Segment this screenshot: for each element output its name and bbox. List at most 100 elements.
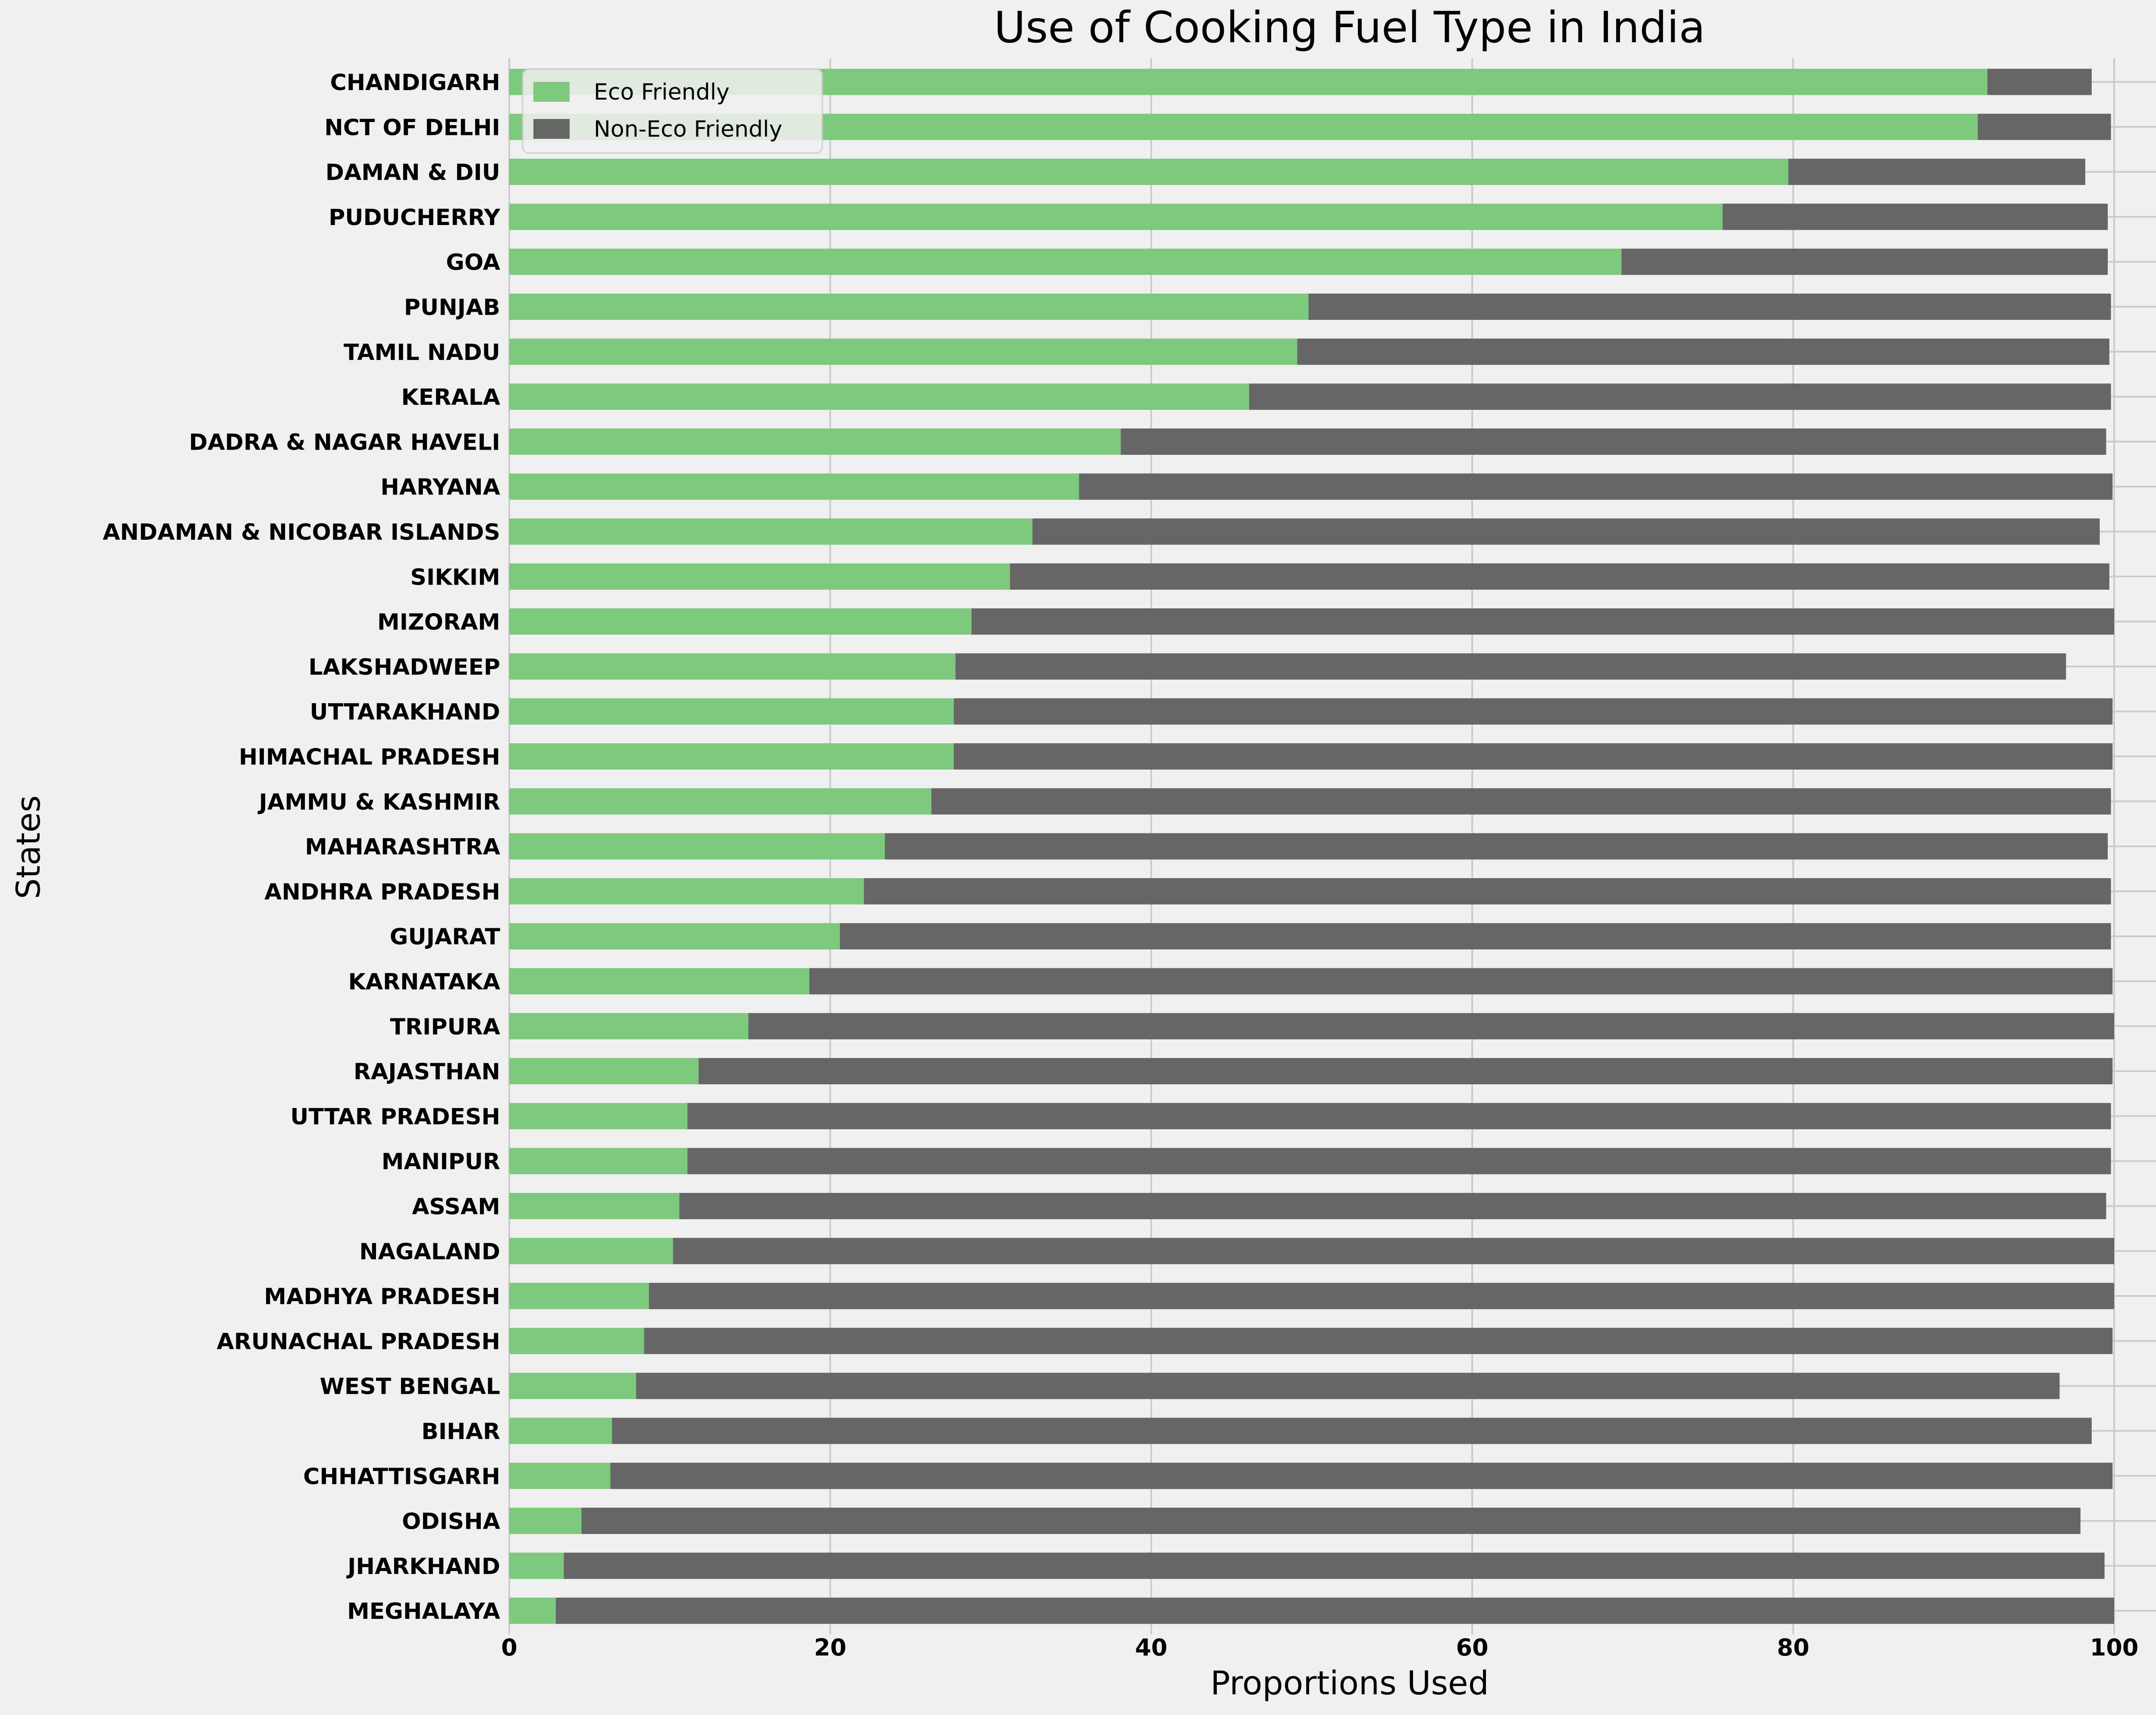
bar-eco-friendly	[509, 1193, 680, 1219]
bar-eco-friendly	[509, 1238, 673, 1264]
bar-eco-friendly	[509, 428, 1121, 455]
y-tick-label: ODISHA	[402, 1509, 500, 1535]
bar-eco-friendly	[509, 1597, 556, 1624]
bar-non-eco-friendly	[809, 968, 2113, 995]
chart-title: Use of Cooking Fuel Type in India	[994, 2, 1705, 53]
bar-non-eco-friendly	[612, 1418, 2092, 1444]
y-tick-label: PUNJAB	[404, 295, 500, 321]
bar-non-eco-friendly	[931, 788, 2111, 815]
y-tick-label: DAMAN & DIU	[326, 160, 500, 186]
bar-non-eco-friendly	[1010, 563, 2109, 590]
bar-non-eco-friendly	[699, 1058, 2113, 1085]
y-tick-label: TRIPURA	[390, 1014, 500, 1040]
bar-eco-friendly	[509, 1148, 688, 1174]
y-tick-label: GOA	[446, 250, 500, 275]
bar-non-eco-friendly	[1722, 203, 2108, 230]
y-tick-label: ANDHRA PRADESH	[264, 879, 500, 905]
bar-eco-friendly	[509, 1327, 644, 1354]
bar-eco-friendly	[509, 1013, 749, 1039]
bar-eco-friendly	[509, 698, 954, 725]
bar-eco-friendly	[509, 248, 1622, 275]
y-tick-label: PUDUCHERRY	[329, 205, 501, 231]
bar-non-eco-friendly	[636, 1373, 2060, 1399]
x-tick-label: 40	[1135, 1634, 1167, 1661]
bar-non-eco-friendly	[1249, 383, 2111, 410]
y-tick-label: ARUNACHAL PRADESH	[217, 1329, 501, 1355]
x-tick-label: 20	[814, 1634, 846, 1661]
y-tick-label: UTTARAKHAND	[310, 699, 500, 725]
x-tick-label: 0	[501, 1634, 517, 1661]
legend-swatch-eco-friendly	[533, 82, 570, 102]
bar-non-eco-friendly	[1621, 248, 2108, 275]
bar-non-eco-friendly	[1788, 159, 2086, 185]
bar-non-eco-friendly	[955, 653, 2066, 680]
bar-non-eco-friendly	[1987, 69, 2092, 95]
bar-eco-friendly	[509, 923, 840, 950]
bar-eco-friendly	[509, 563, 1010, 590]
bar-non-eco-friendly	[1079, 473, 2113, 500]
y-tick-label: ASSAM	[412, 1194, 500, 1220]
bar-non-eco-friendly	[1121, 428, 2106, 455]
bar-eco-friendly	[509, 968, 810, 995]
bar-eco-friendly	[509, 1462, 611, 1489]
legend-label-eco-friendly: Eco Friendly	[594, 79, 730, 105]
legend-swatch-non-eco-friendly	[533, 119, 570, 139]
y-tick-label: RAJASTHAN	[354, 1059, 500, 1085]
bar-non-eco-friendly	[953, 698, 2113, 725]
bar-eco-friendly	[509, 473, 1079, 500]
y-tick-label: CHHATTISGARH	[303, 1464, 500, 1490]
bar-eco-friendly	[509, 1058, 699, 1085]
y-tick-label: HARYANA	[380, 475, 500, 501]
bar-eco-friendly	[509, 743, 954, 770]
bar-non-eco-friendly	[1032, 518, 2100, 545]
bar-non-eco-friendly	[555, 1597, 2114, 1624]
bar-eco-friendly	[509, 1283, 649, 1309]
x-tick-label: 80	[1777, 1634, 1809, 1661]
bar-eco-friendly	[509, 788, 931, 815]
bar-eco-friendly	[509, 159, 1789, 185]
bar-non-eco-friendly	[679, 1193, 2106, 1219]
y-tick-label: UTTAR PRADESH	[290, 1104, 500, 1130]
y-tick-label: MAHARASHTRA	[305, 834, 500, 860]
y-tick-label: SIKKIM	[411, 564, 500, 590]
y-tick-label: LAKSHADWEEP	[308, 654, 500, 680]
y-tick-label: CHANDIGARH	[330, 70, 500, 96]
bar-non-eco-friendly	[953, 743, 2113, 770]
y-tick-label: KARNATAKA	[348, 969, 500, 995]
y-tick-labels: CHANDIGARH NCT OF DELHI DAMAN & DIU PUDUCHE…	[103, 70, 501, 1624]
bar-eco-friendly	[509, 1418, 612, 1444]
bar-eco-friendly	[509, 1552, 564, 1579]
y-tick-label: TAMIL NADU	[344, 340, 500, 366]
y-tick-label: JAMMU & KASHMIR	[257, 789, 500, 815]
bar-non-eco-friendly	[564, 1552, 2105, 1579]
y-tick-label: MIZORAM	[377, 610, 500, 635]
bar-eco-friendly	[509, 294, 1309, 320]
bar-non-eco-friendly	[971, 608, 2114, 635]
bar-eco-friendly	[509, 1508, 582, 1534]
bar-non-eco-friendly	[1308, 294, 2111, 320]
y-tick-label: NAGALAND	[359, 1239, 500, 1265]
y-tick-label: NCT OF DELHI	[324, 115, 500, 141]
bar-eco-friendly	[509, 203, 1723, 230]
y-tick-label: MANIPUR	[382, 1149, 500, 1175]
bar-eco-friendly	[509, 653, 956, 680]
bar-non-eco-friendly	[687, 1148, 2111, 1174]
x-tick-label: 100	[2090, 1634, 2139, 1661]
bar-non-eco-friendly	[748, 1013, 2114, 1039]
bars	[509, 69, 2114, 1624]
bar-non-eco-friendly	[840, 923, 2111, 950]
y-tick-label: JHARKHAND	[346, 1554, 500, 1580]
bar-non-eco-friendly	[687, 1103, 2111, 1130]
bar-eco-friendly	[509, 878, 864, 904]
bar-eco-friendly	[509, 338, 1297, 365]
bar-non-eco-friendly	[673, 1238, 2114, 1264]
x-tick-label: 60	[1456, 1634, 1489, 1661]
bar-eco-friendly	[509, 1373, 636, 1399]
y-tick-label: MEGHALAYA	[347, 1599, 500, 1624]
y-tick-label: DADRA & NAGAR HAVELI	[189, 429, 500, 455]
bar-eco-friendly	[509, 518, 1033, 545]
legend: Eco Friendly Non-Eco Friendly	[522, 68, 823, 154]
bar-non-eco-friendly	[581, 1508, 2081, 1534]
bar-eco-friendly	[509, 383, 1249, 410]
